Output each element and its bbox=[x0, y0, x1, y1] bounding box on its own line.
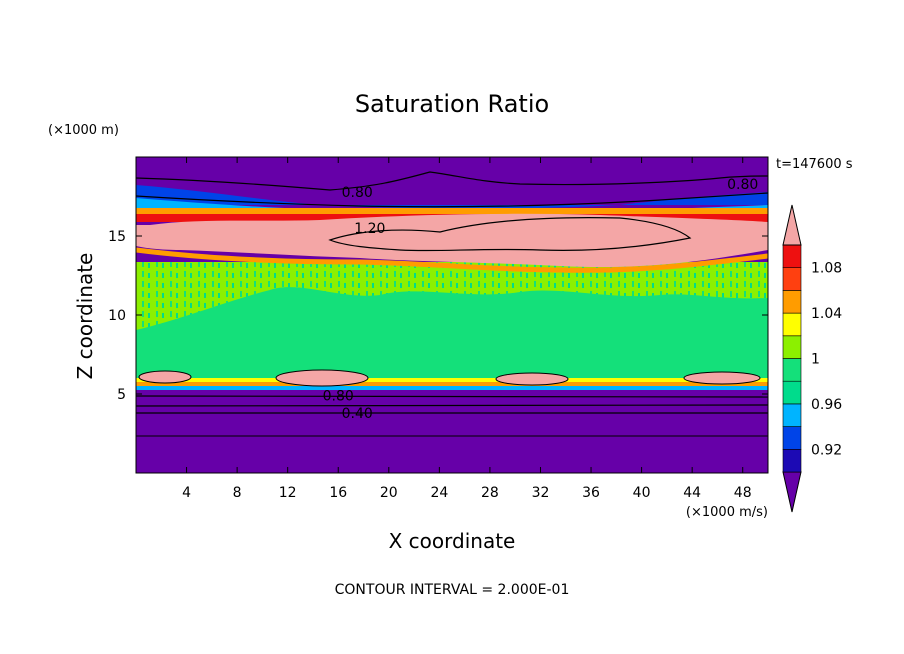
supersaturated-band bbox=[136, 213, 768, 268]
x-tick-label: 36 bbox=[582, 485, 600, 501]
colorbar-label: 1 bbox=[811, 352, 820, 368]
x-tick-label: 4 bbox=[182, 485, 191, 501]
colorbar-box bbox=[782, 290, 802, 314]
colorbar-extend-high bbox=[782, 204, 802, 246]
low-cloud-1 bbox=[138, 370, 192, 384]
chart-title: Saturation Ratio bbox=[355, 90, 549, 118]
colorbar-label: 0.96 bbox=[811, 397, 842, 413]
colorbar-box bbox=[782, 244, 802, 269]
low-cloud-3 bbox=[495, 372, 569, 386]
x-tick-label: 24 bbox=[430, 485, 448, 501]
x-tick-label: 44 bbox=[683, 485, 701, 501]
y-unit-label: (×1000 m) bbox=[48, 123, 119, 138]
x-axis-ticks: 4 8 12 16 20 24 28 32 36 40 44 48 bbox=[182, 157, 752, 501]
colorbar-label: 0.92 bbox=[811, 442, 842, 458]
colorbar-box bbox=[782, 448, 802, 473]
low-cloud-4 bbox=[683, 371, 761, 385]
colorbar: 1.08 1.04 1 0.96 0.92 bbox=[782, 204, 842, 513]
cloud-moist-core bbox=[136, 287, 768, 380]
low-cloud-2 bbox=[275, 369, 369, 387]
colorbar-label: 1.08 bbox=[811, 261, 842, 277]
x-tick-label: 32 bbox=[532, 485, 550, 501]
lower-orange-edge bbox=[136, 382, 768, 386]
y-axis-label: Z coordinate bbox=[73, 253, 97, 380]
colorbar-box bbox=[782, 335, 802, 359]
x-tick-label: 48 bbox=[734, 485, 752, 501]
contour-label: 1.20 bbox=[354, 221, 385, 237]
band-lower-edge bbox=[136, 247, 768, 273]
colorbar-extend-low bbox=[782, 471, 802, 513]
y-tick-label: 5 bbox=[117, 387, 126, 403]
x-tick-label: 40 bbox=[633, 485, 651, 501]
contour-labels: 0.80 0.801.200.800.40 bbox=[323, 177, 759, 422]
dry-lower-layer bbox=[136, 390, 768, 473]
x-tick-label: 28 bbox=[481, 485, 499, 501]
contour-label: 0.80 bbox=[342, 185, 373, 201]
contour-label: 0.80 bbox=[727, 177, 758, 193]
x-tick-label: 8 bbox=[233, 485, 242, 501]
lower-cyan-edge bbox=[136, 386, 768, 390]
x-unit-label: (×1000 m/s) bbox=[686, 505, 768, 520]
x-tick-label: 20 bbox=[380, 485, 398, 501]
heatmap-field: 0.80 0.801.200.800.40 bbox=[136, 157, 768, 473]
dry-upper-layer bbox=[136, 157, 768, 185]
colorbar-box bbox=[782, 403, 802, 427]
x-tick-label: 12 bbox=[279, 485, 297, 501]
y-tick-label: 10 bbox=[108, 308, 126, 324]
colorbar-box bbox=[782, 267, 802, 291]
contour-line-upper-1 bbox=[136, 171, 768, 191]
colorbar-label: 1.04 bbox=[811, 306, 842, 322]
colorbar-box bbox=[782, 358, 802, 382]
contour-interval-footer: CONTOUR INTERVAL = 2.000E-01 bbox=[335, 582, 570, 598]
blue-transition-upper bbox=[136, 185, 768, 209]
time-label: t=147600 s bbox=[776, 157, 853, 172]
x-tick-label: 16 bbox=[329, 485, 347, 501]
contour-line-band bbox=[328, 217, 692, 252]
colorbar-box bbox=[782, 380, 802, 405]
contour-label: 0.80 bbox=[323, 389, 354, 405]
contour-label: 0.40 bbox=[342, 406, 373, 422]
contour-line-lower-1 bbox=[136, 395, 768, 398]
x-axis-label: X coordinate bbox=[389, 529, 516, 553]
orange-band bbox=[136, 208, 768, 218]
contour-line-upper-2 bbox=[136, 192, 768, 208]
lower-yellow-edge bbox=[136, 378, 768, 384]
colorbar-box bbox=[782, 426, 802, 450]
y-tick-label: 15 bbox=[108, 229, 126, 245]
y-axis-ticks: 5 10 15 bbox=[108, 229, 768, 403]
colorbar-box bbox=[782, 312, 802, 337]
